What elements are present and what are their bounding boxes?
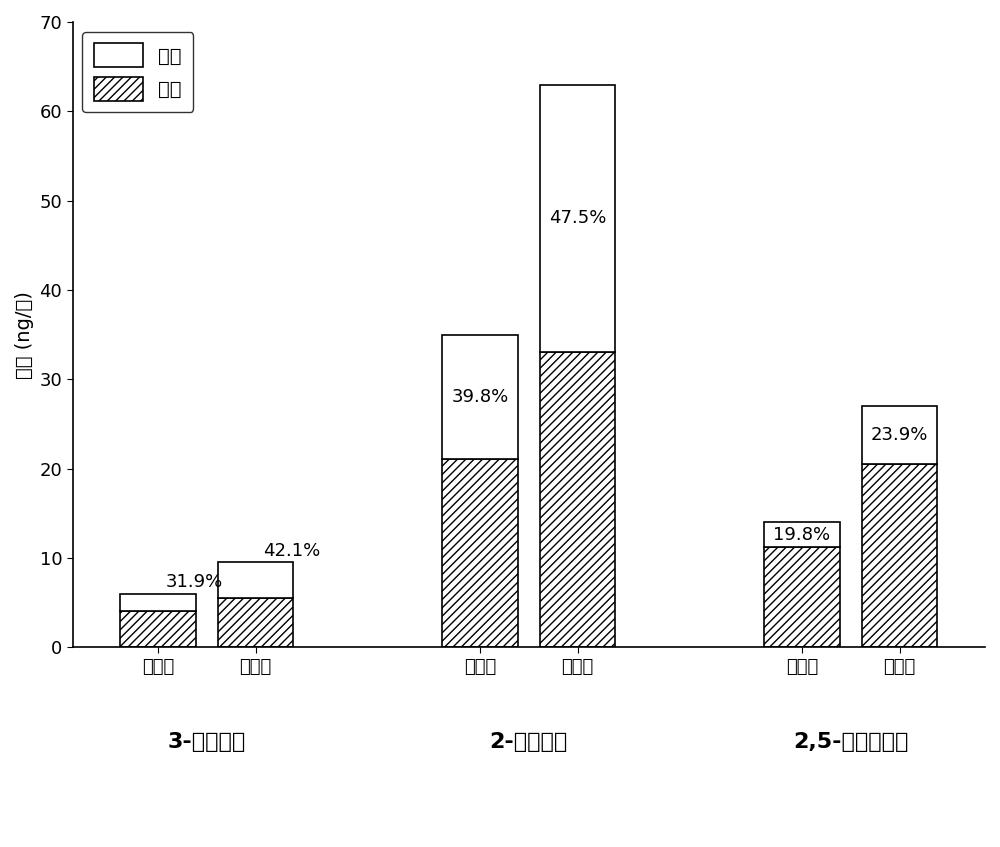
- Text: 2-甲基吵嘎: 2-甲基吵嘎: [490, 732, 568, 752]
- Text: 42.1%: 42.1%: [263, 542, 320, 560]
- Bar: [442, 459, 518, 647]
- Y-axis label: 含量 (ng/口): 含量 (ng/口): [15, 291, 34, 379]
- Bar: [764, 523, 840, 547]
- Bar: [862, 463, 937, 647]
- Bar: [120, 611, 196, 647]
- Text: 2,5-二甲基吵嘎: 2,5-二甲基吵嘎: [793, 732, 909, 752]
- Text: 19.8%: 19.8%: [773, 526, 831, 544]
- Bar: [540, 352, 615, 647]
- Text: 31.9%: 31.9%: [166, 573, 223, 591]
- Text: 3-乙基吵啊: 3-乙基吵啊: [168, 732, 246, 752]
- Bar: [442, 335, 518, 459]
- Bar: [540, 85, 615, 352]
- Text: 39.8%: 39.8%: [451, 388, 509, 406]
- Bar: [120, 594, 196, 611]
- Bar: [862, 406, 937, 463]
- Text: 47.5%: 47.5%: [549, 209, 606, 227]
- Legend: 气相, 粒相: 气相, 粒相: [82, 31, 193, 112]
- Bar: [218, 562, 293, 598]
- Bar: [764, 547, 840, 647]
- Bar: [218, 598, 293, 647]
- Text: 23.9%: 23.9%: [871, 426, 928, 444]
